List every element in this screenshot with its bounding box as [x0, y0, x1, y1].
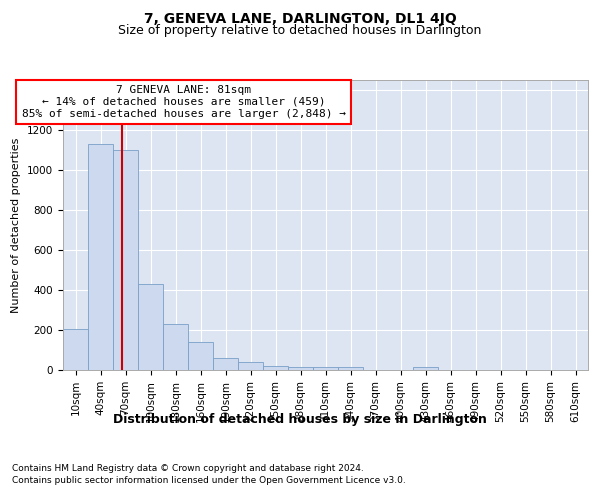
Bar — [313, 368, 338, 370]
Bar — [63, 329, 88, 370]
Text: Contains HM Land Registry data © Crown copyright and database right 2024.: Contains HM Land Registry data © Crown c… — [12, 464, 364, 473]
Bar — [338, 368, 363, 370]
Text: Distribution of detached houses by size in Darlington: Distribution of detached houses by size … — [113, 412, 487, 426]
Bar — [88, 144, 113, 370]
Bar — [213, 358, 238, 370]
Bar — [288, 367, 313, 370]
Bar — [138, 284, 163, 370]
Bar — [238, 362, 263, 370]
Text: Size of property relative to detached houses in Darlington: Size of property relative to detached ho… — [118, 24, 482, 37]
Bar — [263, 366, 288, 370]
Text: 7, GENEVA LANE, DARLINGTON, DL1 4JQ: 7, GENEVA LANE, DARLINGTON, DL1 4JQ — [143, 12, 457, 26]
Text: 7 GENEVA LANE: 81sqm
← 14% of detached houses are smaller (459)
85% of semi-deta: 7 GENEVA LANE: 81sqm ← 14% of detached h… — [22, 86, 346, 118]
Bar — [163, 324, 188, 370]
Bar — [188, 342, 213, 370]
Bar — [113, 150, 138, 370]
Text: Contains public sector information licensed under the Open Government Licence v3: Contains public sector information licen… — [12, 476, 406, 485]
Y-axis label: Number of detached properties: Number of detached properties — [11, 138, 22, 312]
Bar — [413, 367, 438, 370]
